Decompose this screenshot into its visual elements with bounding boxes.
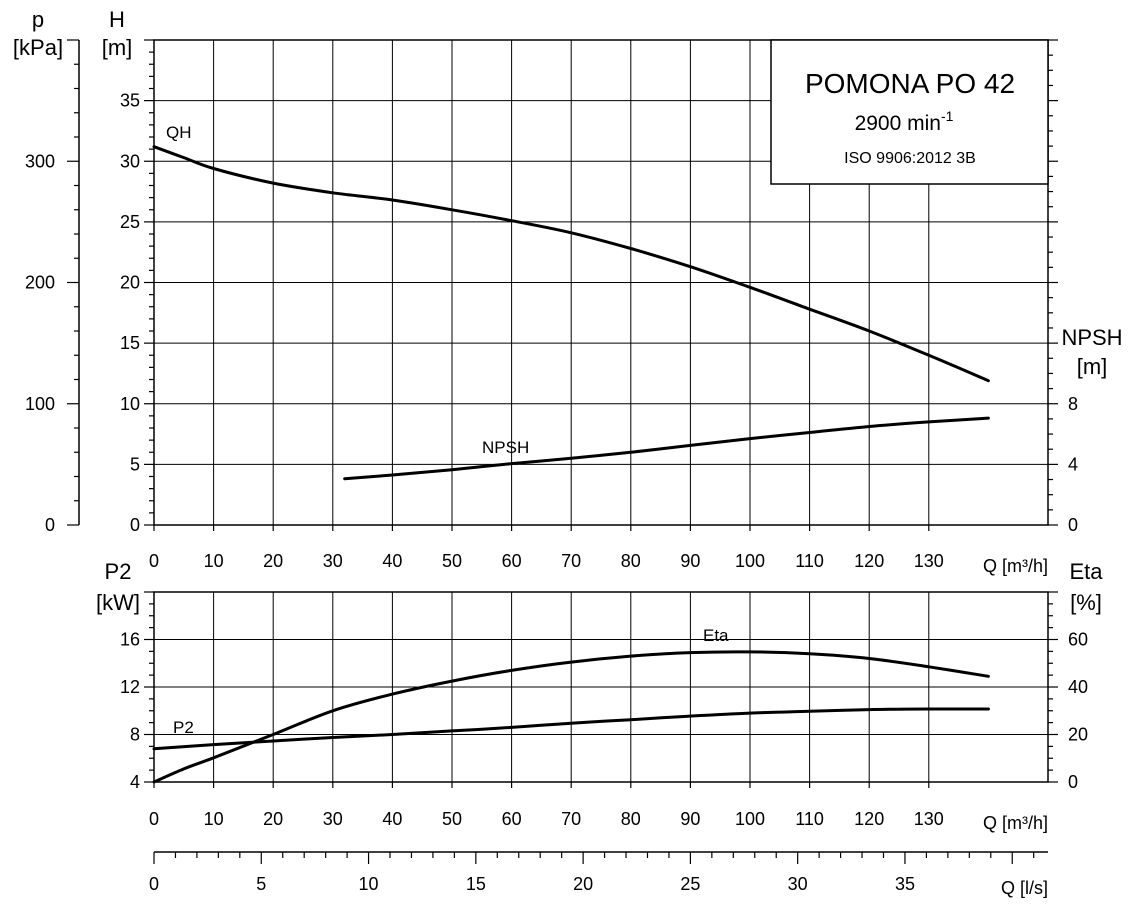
p2-curve-label: P2 [173, 718, 194, 737]
top-flow-axis-label: Q [m³/h] [983, 556, 1048, 576]
bottom-x-tick-label: 60 [502, 809, 522, 829]
flow-ls-axis-label: Q [l/s] [1001, 878, 1048, 898]
flow-ls-tick-label: 10 [359, 874, 379, 894]
pressure-axis-tick-label: 100 [25, 394, 55, 414]
bottom-x-tick-label: 110 [795, 809, 824, 829]
eta-axis-tick-label: 0 [1068, 772, 1078, 792]
top-x-tick-label: 90 [680, 551, 700, 571]
eta-curve [152, 650, 990, 784]
top-x-tick-label: 60 [502, 551, 522, 571]
pressure-axis-tick-label: 200 [25, 273, 55, 293]
bottom-panel-grid [153, 591, 1048, 783]
top-x-tick-label: 130 [914, 551, 944, 571]
top-x-tick-label: 70 [561, 551, 581, 571]
eta-axis-tick-label: 20 [1068, 725, 1088, 745]
pump-model-title: POMONA PO 42 [805, 68, 1015, 99]
flow-ls-tick-label: 25 [680, 874, 700, 894]
bottom-panel-frame [153, 591, 1049, 783]
pressure-axis-label: p [32, 7, 44, 32]
power-axis-tick-label: 16 [120, 630, 140, 650]
bottom-x-tick-label: 20 [263, 809, 283, 829]
bottom-x-tick-label: 10 [204, 809, 224, 829]
flow-ls-tick-label: 20 [573, 874, 593, 894]
pump-standard: ISO 9906:2012 3B [844, 150, 976, 167]
head-axis-tick-label: 35 [120, 91, 140, 111]
bottom-x-tick-label: 50 [442, 809, 462, 829]
top-x-tick-label: 120 [854, 551, 884, 571]
top-x-tick-label: 30 [323, 551, 343, 571]
head-axis-tick-label: 30 [120, 151, 140, 171]
bottom-x-tick-label: 40 [382, 809, 402, 829]
head-axis-label: H [109, 7, 125, 32]
npsh-axis-tick-label: 8 [1068, 394, 1078, 414]
top-x-tick-label: 100 [735, 551, 765, 571]
bottom-x-tick-label: 100 [735, 809, 765, 829]
eta-curve-label: Eta [703, 626, 729, 645]
flow-ls-tick-label: 30 [788, 874, 808, 894]
top-x-tick-label: 20 [263, 551, 283, 571]
power-axis-tick-label: 8 [130, 725, 140, 745]
head-axis-tick-label: 0 [130, 515, 140, 535]
bottom-x-tick-label: 130 [914, 809, 944, 829]
npsh-axis-tick-label: 4 [1068, 454, 1078, 474]
head-axis-tick-label: 5 [130, 454, 140, 474]
npsh-axis-tick-label: 0 [1068, 515, 1078, 535]
npsh-curve-label: NPSH [482, 438, 529, 457]
top-x-tick-label: 0 [149, 551, 159, 571]
bottom-flow-axis-label: Q [m³/h] [983, 813, 1048, 833]
power-axis-tick-label: 4 [130, 772, 140, 792]
bottom-x-tick-label: 80 [621, 809, 641, 829]
bottom-x-tick-label: 70 [561, 809, 581, 829]
power-axis-tick-label: 12 [120, 677, 140, 697]
title-box-frame [770, 39, 1049, 185]
eta-axis-label: Eta [1069, 559, 1103, 584]
axes-ticks: 0 10 20 30 40 50 60 70 80 90 100 110 120 130051015202… [25, 39, 1088, 894]
pump-speed: 2900 min-1 [855, 108, 954, 135]
top-x-tick-label: 40 [382, 551, 402, 571]
qh-curve-label: QH [166, 123, 192, 142]
head-axis-tick-label: 25 [120, 212, 140, 232]
p2-curve [152, 707, 990, 751]
top-x-tick-label: 10 [204, 551, 224, 571]
flow-ls-tick-label: 0 [149, 874, 159, 894]
power-axis-label: P2 [105, 559, 132, 584]
head-axis-tick-label: 10 [120, 394, 140, 414]
eta-axis-tick-label: 60 [1068, 630, 1088, 650]
bottom-x-tick-label: 30 [323, 809, 343, 829]
eta-axis-unit: [%] [1070, 590, 1102, 615]
power-axis-unit: [kW] [96, 590, 140, 615]
top-x-tick-label: 110 [795, 551, 824, 571]
npsh-axis-label: NPSH [1061, 325, 1122, 350]
npsh-curve [343, 416, 990, 481]
top-x-tick-label: 80 [621, 551, 641, 571]
top-x-tick-label: 50 [442, 551, 462, 571]
pump-speed-exponent: -1 [941, 108, 954, 124]
head-axis-tick-label: 15 [120, 333, 140, 353]
top-panel-frame [153, 39, 1049, 526]
bottom-x-tick-label: 90 [680, 809, 700, 829]
pressure-axis-tick-label: 300 [25, 151, 55, 171]
pump-speed-value: 2900 min [855, 112, 941, 135]
bottom-x-tick-label: 0 [149, 809, 159, 829]
pressure-axis-unit: [kPa] [13, 35, 63, 60]
title-box: POMONA PO 42 2900 min-1 ISO 9906:2012 3B [770, 39, 1049, 185]
head-axis-unit: [m] [102, 35, 133, 60]
head-axis-tick-label: 20 [120, 273, 140, 293]
pressure-axis-tick-label: 0 [45, 515, 55, 535]
eta-axis-tick-label: 40 [1068, 677, 1088, 697]
npsh-axis-unit: [m] [1077, 354, 1108, 379]
flow-ls-tick-label: 35 [895, 874, 915, 894]
bottom-x-tick-label: 120 [854, 809, 884, 829]
flow-ls-tick-label: 15 [466, 874, 486, 894]
qh-curve [152, 145, 990, 383]
flow-ls-tick-label: 5 [256, 874, 266, 894]
